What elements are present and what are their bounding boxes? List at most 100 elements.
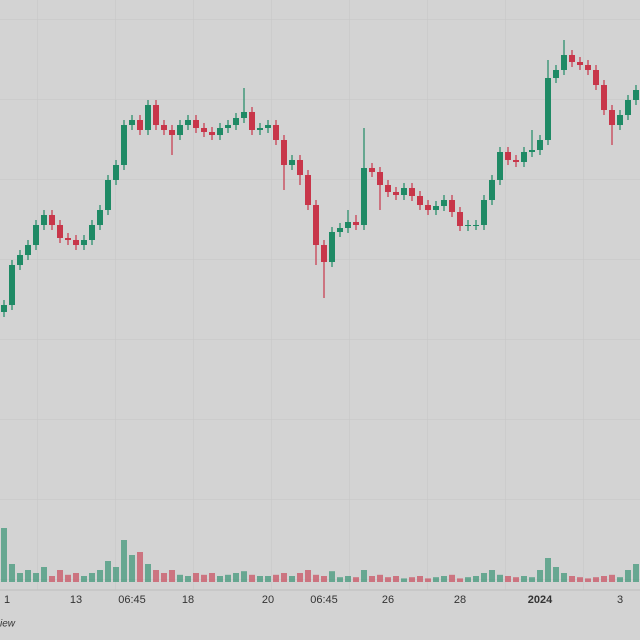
volume-bar [313, 574, 319, 582]
x-tick-label: 26 [382, 594, 394, 606]
volume-bar [185, 576, 191, 582]
volume-bar [449, 574, 455, 582]
volume-bar [297, 573, 303, 582]
candle-body [593, 70, 599, 85]
volume-bar [489, 570, 495, 582]
volume-bar [233, 573, 239, 582]
volume-bar [57, 570, 63, 582]
volume-bar [609, 574, 615, 582]
volume-bar [369, 576, 375, 582]
candle-body [273, 125, 279, 140]
candle-body [9, 265, 15, 305]
volume-bar [49, 576, 55, 582]
candle-body [513, 160, 519, 162]
x-tick-label: 06:45 [118, 594, 146, 606]
candle-body [113, 165, 119, 180]
candle-body [97, 210, 103, 225]
volume-bar [17, 573, 23, 582]
grid [0, 0, 640, 590]
candle-body [553, 70, 559, 78]
watermark: iew [0, 619, 16, 630]
candle-body [617, 115, 623, 125]
candle-body [89, 225, 95, 240]
candle-body [225, 125, 231, 128]
volume-bar [401, 578, 407, 582]
volume-bar [585, 578, 591, 582]
candle-body [441, 200, 447, 206]
candle-body [521, 152, 527, 162]
candle-body [409, 188, 415, 196]
candle-body [425, 205, 431, 210]
volume-bar [473, 576, 479, 582]
volume-bar [249, 574, 255, 582]
volume-bar [89, 573, 95, 582]
volume-bar [113, 567, 119, 582]
volume-bar [625, 570, 631, 582]
volume-bar [601, 576, 607, 582]
candle-body [473, 225, 479, 226]
volume-bar [417, 576, 423, 582]
candle-body [121, 125, 127, 165]
volume-bar [521, 576, 527, 582]
candle-body [457, 212, 463, 226]
volume-bar [617, 577, 623, 582]
volume-bar [329, 571, 335, 582]
x-tick-label: 1 [4, 594, 10, 606]
candle-body [217, 128, 223, 135]
volume-bar [393, 576, 399, 582]
volume-bar [305, 570, 311, 582]
candle-body [289, 160, 295, 165]
candle-body [401, 188, 407, 195]
volume-bar [361, 570, 367, 582]
candle-body [577, 62, 583, 65]
x-tick-label: 2024 [528, 594, 553, 606]
volume-bar [497, 574, 503, 582]
volume-bar [129, 555, 135, 582]
candle-body [361, 168, 367, 225]
volume-bar [481, 573, 487, 582]
x-tick-label: 06:45 [310, 594, 338, 606]
candle-body [25, 245, 31, 255]
volume-bar [465, 577, 471, 582]
volume-bar [553, 567, 559, 582]
volume-bar [65, 574, 71, 582]
volume-bar [337, 577, 343, 582]
candle-body [1, 305, 7, 312]
volume-bar [137, 552, 143, 582]
candle-body [449, 200, 455, 212]
candle-body [241, 112, 247, 118]
volume-bar [217, 576, 223, 582]
x-tick-label: 13 [70, 594, 82, 606]
volume-bar [121, 540, 127, 582]
x-tick-label: 28 [454, 594, 466, 606]
candle-body [529, 150, 535, 152]
candle-body [569, 55, 575, 62]
candle-body [505, 152, 511, 160]
candle-body [177, 125, 183, 135]
candle-body [209, 132, 215, 135]
candle-body [41, 215, 47, 225]
candle-body [561, 55, 567, 70]
x-tick-label: 20 [262, 594, 274, 606]
volume-bar [441, 576, 447, 582]
volume-bar [633, 564, 639, 582]
candle-body [73, 240, 79, 245]
candle-body [625, 100, 631, 115]
candle-body [249, 112, 255, 130]
candle-body [369, 168, 375, 172]
candle-body [201, 128, 207, 132]
candle-body [169, 130, 175, 135]
volume-bar [545, 558, 551, 582]
candle-body [377, 172, 383, 185]
candle-body [281, 140, 287, 165]
candle-body [193, 120, 199, 128]
candle-body [465, 225, 471, 226]
volume-bar [377, 574, 383, 582]
candle-body [57, 225, 63, 238]
candle-body [417, 196, 423, 205]
volume-bar [225, 574, 231, 582]
volume-bar [409, 577, 415, 582]
volume-bar [569, 576, 575, 582]
volume-bar [73, 573, 79, 582]
candle-body [497, 152, 503, 180]
